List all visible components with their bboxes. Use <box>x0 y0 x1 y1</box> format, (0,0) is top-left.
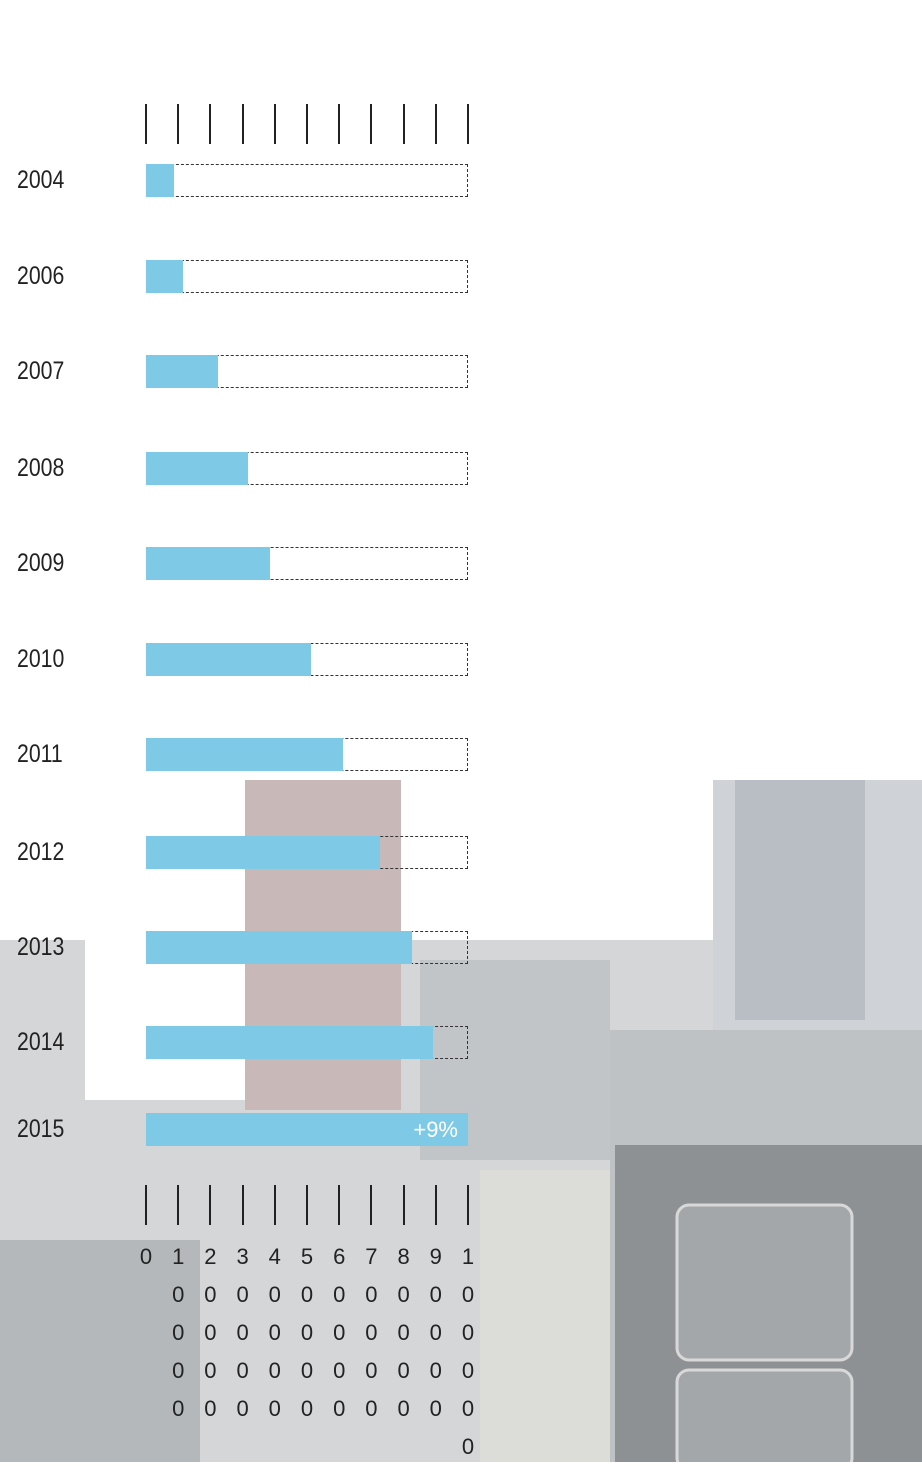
tick-mark-bottom <box>434 1185 437 1225</box>
category-label: 2013 <box>17 933 65 961</box>
category-label: 2007 <box>17 357 65 385</box>
bar <box>146 163 174 197</box>
tick-mark-top <box>434 104 437 144</box>
bar <box>146 259 184 293</box>
x-tick-label: 40000 <box>268 1244 281 1421</box>
tick-mark-top <box>306 104 308 144</box>
tick-mark-top <box>177 104 180 144</box>
category-label: 2014 <box>17 1028 65 1056</box>
category-label: 2008 <box>17 454 65 482</box>
tick-mark-bottom <box>273 1185 276 1225</box>
tick-mark-top <box>338 104 341 144</box>
bar <box>146 1025 433 1059</box>
tick-mark-bottom <box>209 1185 212 1225</box>
tick-mark-top <box>402 104 405 144</box>
category-label: 2011 <box>17 740 63 768</box>
x-tick-label: 20000 <box>204 1244 217 1421</box>
tick-mark-bottom <box>306 1185 308 1225</box>
category-label: 2010 <box>17 645 65 673</box>
x-tick-label: 10000 <box>172 1244 185 1421</box>
x-tick-label: 90000 <box>429 1244 442 1421</box>
x-tick-label: 30000 <box>236 1244 249 1421</box>
x-tick-label: 0 <box>139 1244 153 1269</box>
tick-mark-top <box>467 104 469 144</box>
bar <box>146 642 311 676</box>
x-tick-label: 80000 <box>397 1244 410 1421</box>
category-label: 2009 <box>17 549 65 577</box>
bar <box>146 451 249 485</box>
tick-mark-bottom <box>467 1185 469 1225</box>
bar <box>146 354 219 388</box>
bar-annotation: +9% <box>413 1116 458 1142</box>
tick-mark-top <box>370 104 373 144</box>
x-tick-label: 60000 <box>333 1244 346 1421</box>
tick-mark-bottom <box>370 1185 373 1225</box>
bar <box>146 835 381 869</box>
tick-mark-top <box>209 104 212 144</box>
category-label: 2004 <box>17 166 65 194</box>
category-label: 2006 <box>17 262 65 290</box>
bar <box>146 737 344 771</box>
tick-mark-top <box>145 104 147 144</box>
x-tick-label: 70000 <box>365 1244 378 1421</box>
bar <box>146 546 270 580</box>
tick-mark-bottom <box>402 1185 405 1225</box>
tick-mark-bottom <box>145 1185 147 1225</box>
tick-mark-bottom <box>338 1185 341 1225</box>
tick-mark-top <box>273 104 276 144</box>
category-label: 2012 <box>17 838 65 866</box>
tick-mark-bottom <box>241 1185 244 1225</box>
bar <box>146 1112 468 1146</box>
x-tick-label: 100000 <box>461 1244 475 1459</box>
x-tick-label: 50000 <box>300 1244 314 1421</box>
bar-track <box>146 163 468 197</box>
bar <box>146 930 412 964</box>
category-label: 2015 <box>17 1115 65 1143</box>
tick-mark-top <box>241 104 244 144</box>
bar-track <box>146 259 468 293</box>
tick-mark-bottom <box>177 1185 180 1225</box>
